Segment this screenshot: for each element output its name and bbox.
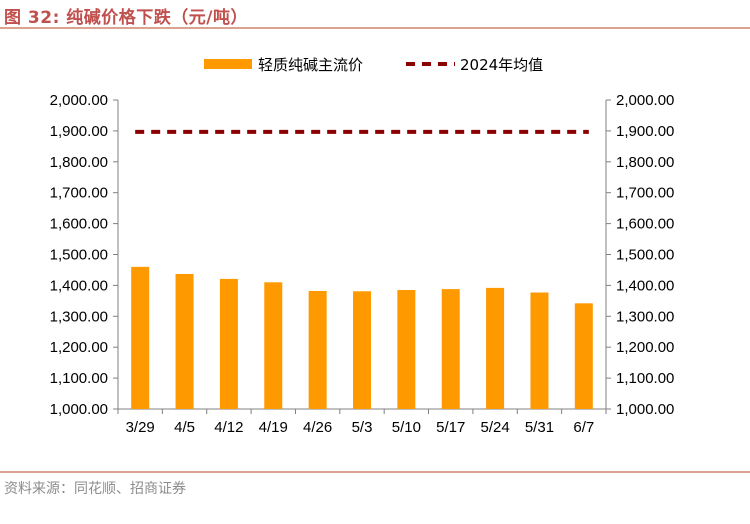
title-divider <box>0 27 750 29</box>
y-tick-label-left: 1,400.00 <box>50 277 108 294</box>
footer-divider <box>0 471 750 473</box>
bar <box>486 287 505 409</box>
y-tick-label-right: 1,900.00 <box>616 123 674 140</box>
y-tick-label-left: 2,000.00 <box>50 92 108 109</box>
bar <box>131 266 150 409</box>
y-tick-label-right: 1,400.00 <box>616 277 674 294</box>
y-tick-label-left: 1,800.00 <box>50 154 108 171</box>
y-tick-label-right: 1,600.00 <box>616 216 674 233</box>
y-tick-label-left: 1,900.00 <box>50 123 108 140</box>
x-tick-label: 5/24 <box>480 419 509 436</box>
y-tick-label-left: 1,600.00 <box>50 216 108 233</box>
legend-label-bar: 轻质纯碱主流价 <box>258 56 363 74</box>
bar <box>441 289 460 409</box>
y-tick-label-left: 1,500.00 <box>50 247 108 264</box>
x-tick-label: 4/26 <box>303 419 332 436</box>
y-tick-label-right: 1,800.00 <box>616 154 674 171</box>
y-tick-label-left: 1,300.00 <box>50 308 108 325</box>
plot-area: 1,000.00 1,000.00 1,100.00 1,100.00 1,200.00… <box>50 92 675 436</box>
x-tick-label: 4/19 <box>259 419 288 436</box>
legend: 轻质纯碱主流价 2024年均值 <box>204 56 543 74</box>
x-tick-label: 5/10 <box>392 419 421 436</box>
y-tick-label-right: 1,300.00 <box>616 308 674 325</box>
x-tick-label: 5/17 <box>436 419 465 436</box>
bar <box>397 290 416 409</box>
legend-label-line: 2024年均值 <box>460 56 543 74</box>
x-tick-label: 4/5 <box>174 419 195 436</box>
x-tick-label: 5/3 <box>352 419 373 436</box>
legend-swatch-bar <box>204 59 252 69</box>
y-tick-label-right: 1,000.00 <box>616 401 674 418</box>
x-tick-label: 5/31 <box>525 419 554 436</box>
y-tick-label-left: 1,700.00 <box>50 185 108 202</box>
x-tick-label: 3/29 <box>126 419 155 436</box>
bar <box>353 291 371 409</box>
bar <box>530 292 549 409</box>
bar <box>264 282 283 409</box>
y-tick-label-right: 1,100.00 <box>616 370 674 387</box>
x-tick-label: 6/7 <box>573 419 594 436</box>
y-tick-label-right: 2,000.00 <box>616 92 674 109</box>
x-tick-label: 4/12 <box>214 419 243 436</box>
y-tick-label-left: 1,000.00 <box>50 401 108 418</box>
bar <box>574 303 593 409</box>
y-tick-label-right: 1,500.00 <box>616 247 674 264</box>
y-tick-label-left: 1,100.00 <box>50 370 108 387</box>
y-tick-label-left: 1,200.00 <box>50 339 108 356</box>
bar <box>175 273 194 409</box>
source-note: 资料来源：同花顺、招商证券 <box>4 481 186 497</box>
y-tick-label-right: 1,200.00 <box>616 339 674 356</box>
figure-title: 图 32: 纯碱价格下跌（元/吨） <box>4 8 249 28</box>
bar <box>219 278 238 409</box>
bar <box>308 290 327 409</box>
y-tick-label-right: 1,700.00 <box>616 185 674 202</box>
